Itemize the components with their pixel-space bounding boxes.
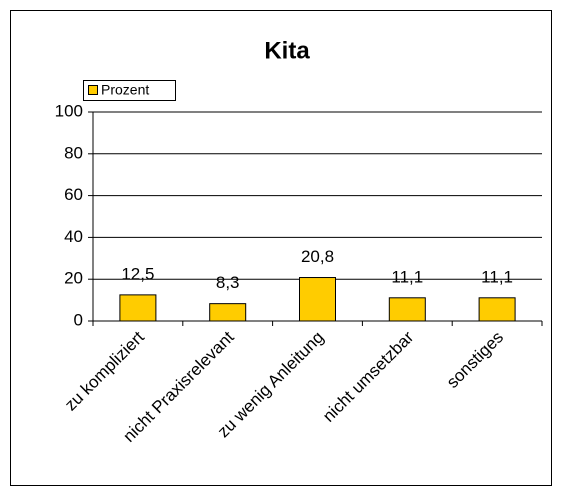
bar (119, 294, 157, 322)
legend-box (83, 80, 176, 101)
chart-title: Kita (264, 37, 310, 64)
data-label: 8,3 (216, 273, 240, 292)
bar (478, 297, 516, 322)
y-tick-label: 0 (74, 310, 83, 329)
y-tick-label: 60 (64, 185, 83, 204)
data-label: 20,8 (301, 247, 334, 266)
bar (388, 297, 426, 322)
bar (209, 303, 247, 322)
bar (299, 277, 336, 322)
y-tick-label: 40 (64, 227, 83, 246)
data-label: 11,1 (481, 267, 513, 286)
legend-label: Prozent (101, 82, 149, 98)
data-label: 11,1 (391, 267, 423, 286)
legend-swatch (88, 85, 98, 95)
y-tick-label: 100 (55, 101, 83, 120)
data-label: 12,5 (121, 264, 154, 283)
y-tick-label: 20 (64, 269, 83, 288)
y-tick-label: 80 (64, 143, 83, 162)
